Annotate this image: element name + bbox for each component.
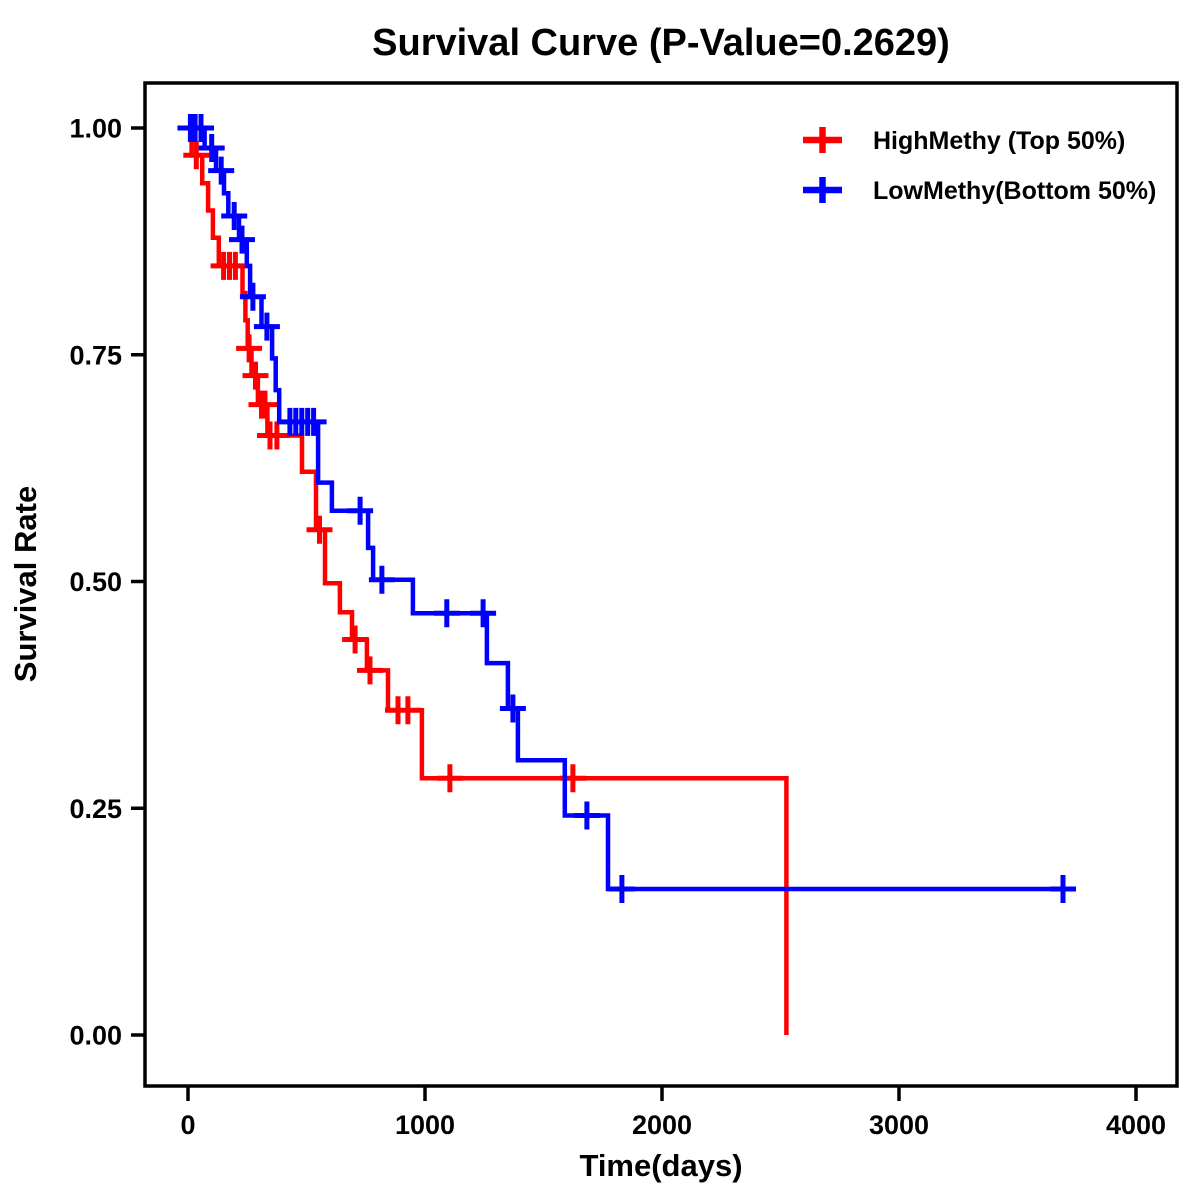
legend-plus-icon-highmethy (803, 127, 842, 153)
legend-label-highmethy: HighMethy (Top 50%) (873, 127, 1125, 155)
x-tick-label: 2000 (632, 1110, 692, 1140)
legend-markers (803, 127, 842, 203)
plot-area-frame (143, 81, 1179, 1088)
x-axis-label: Time(days) (579, 1148, 742, 1183)
legend-plus-icon-lowmethy (803, 177, 842, 203)
x-tick-label: 1000 (395, 1110, 455, 1140)
y-tick-label: 1.00 (69, 114, 122, 144)
y-tick-label: 0.50 (69, 567, 122, 597)
x-tick-label: 4000 (1106, 1110, 1166, 1140)
lowmethy-censor-marks (177, 114, 1076, 903)
y-tick-label: 0.25 (69, 794, 122, 824)
legend: HighMethy (Top 50%) LowMethy(Bottom 50%) (803, 127, 1156, 205)
y-tick-label: 0.75 (69, 340, 122, 370)
x-axis-ticks: 0 1000 2000 3000 4000 (180, 1086, 1166, 1140)
series-curves (177, 114, 1076, 1035)
highmethy-survival-curve (188, 125, 789, 1035)
y-axis-label: Survival Rate (8, 486, 43, 682)
highmethy-censor-marks (183, 141, 586, 793)
chart-title: Survival Curve (P-Value=0.2629) (372, 22, 950, 64)
x-tick-label: 3000 (869, 1110, 929, 1140)
y-axis-ticks: 1.00 0.75 0.50 0.25 0.00 (69, 114, 146, 1051)
legend-label-lowmethy: LowMethy(Bottom 50%) (873, 177, 1156, 205)
lowmethy-survival-curve (188, 125, 1068, 892)
y-tick-label: 0.00 (69, 1021, 122, 1051)
x-tick-label: 0 (180, 1110, 195, 1140)
